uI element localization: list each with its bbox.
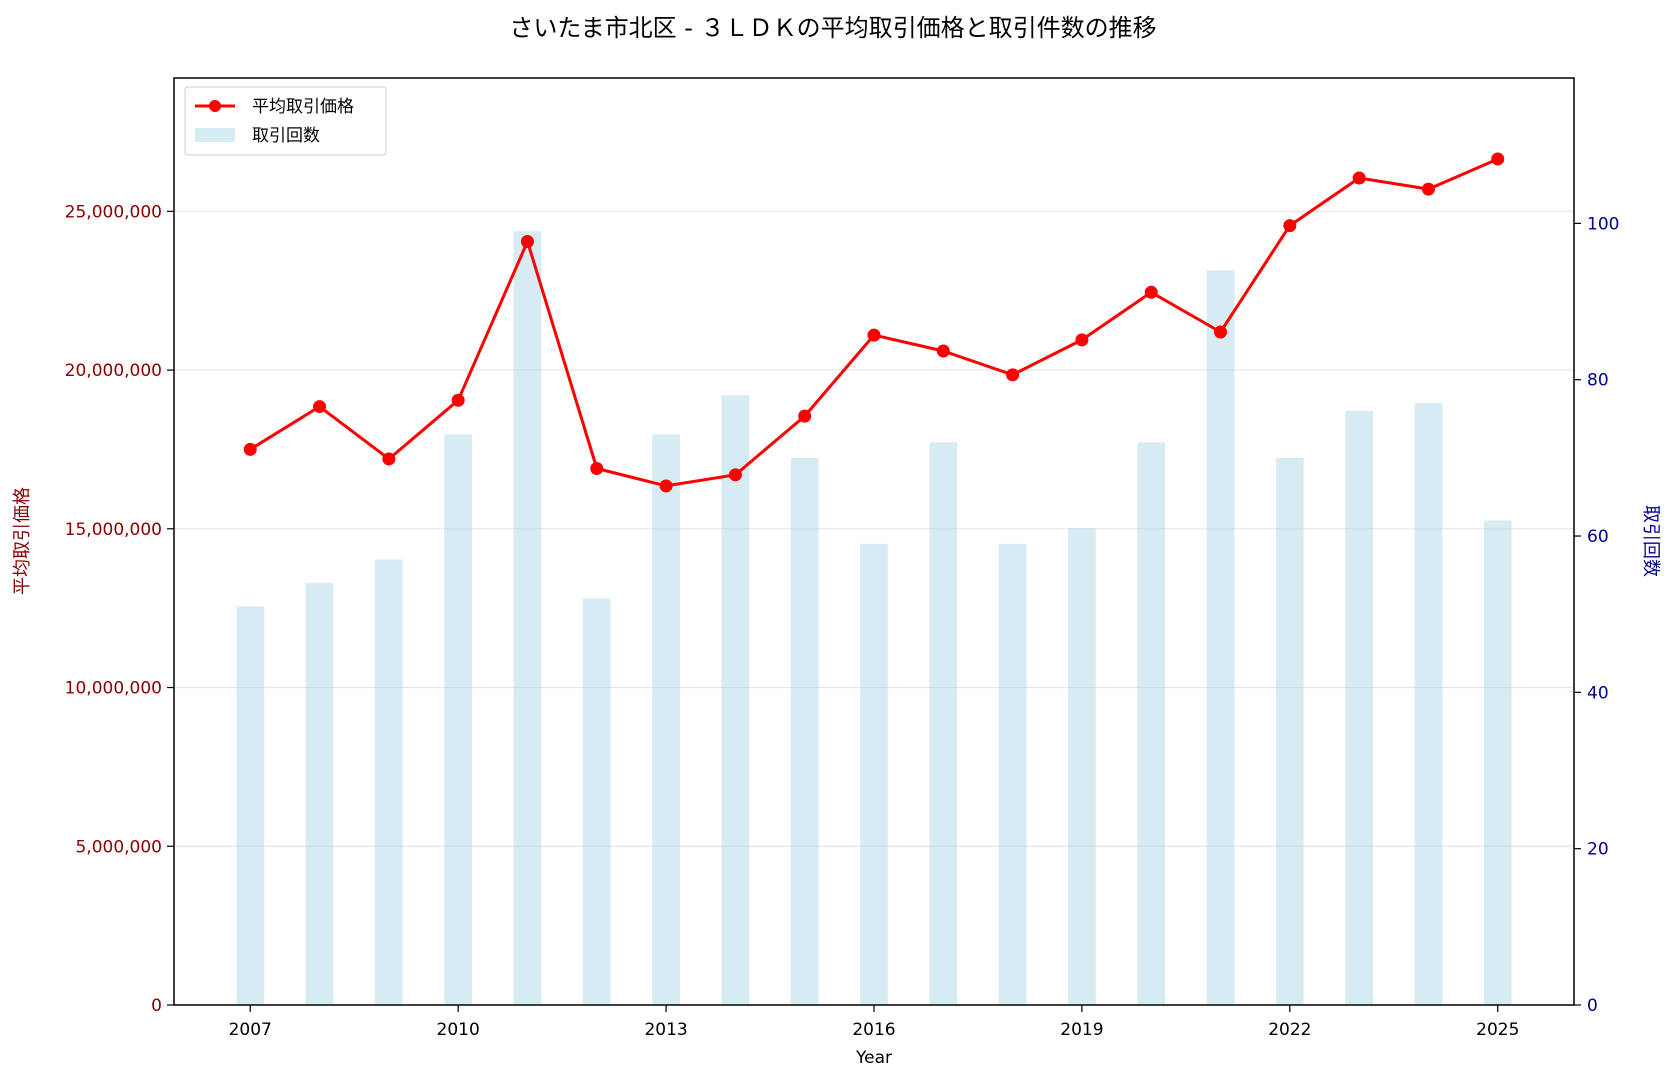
bar bbox=[1483, 520, 1512, 1005]
bar bbox=[236, 606, 265, 1005]
left-tick-label: 10,000,000 bbox=[65, 679, 162, 699]
line-layer bbox=[243, 152, 1505, 493]
x-tick-label: 2019 bbox=[1060, 1020, 1103, 1040]
grid-layer bbox=[174, 210, 1574, 847]
right-tick-label: 20 bbox=[1587, 840, 1609, 860]
price-point bbox=[1283, 219, 1297, 233]
bar bbox=[998, 543, 1027, 1005]
bar bbox=[721, 395, 750, 1005]
left-axis: 0 5,000,000 10,000,000 15,000,000 20,000,000… bbox=[65, 202, 174, 1016]
bar-layer bbox=[236, 231, 1512, 1006]
right-axis: 0 20 40 60 80 100 bbox=[1574, 214, 1619, 1016]
bar bbox=[374, 559, 403, 1005]
x-tick-label: 2022 bbox=[1268, 1020, 1311, 1040]
price-point bbox=[1144, 285, 1158, 299]
bar bbox=[444, 434, 473, 1005]
price-point bbox=[728, 468, 742, 482]
price-point bbox=[659, 479, 673, 493]
bar bbox=[1068, 528, 1096, 1005]
price-point bbox=[382, 452, 396, 466]
right-tick-label: 0 bbox=[1587, 996, 1598, 1016]
left-axis-label: 平均取引価格 bbox=[12, 487, 33, 595]
price-point bbox=[1214, 325, 1228, 339]
legend-marker-swatch bbox=[209, 100, 221, 112]
x-axis-label: Year bbox=[855, 1048, 892, 1068]
legend-bar-swatch bbox=[195, 128, 235, 142]
x-tick-label: 2013 bbox=[644, 1020, 687, 1040]
bar bbox=[1414, 403, 1443, 1005]
bar bbox=[1137, 442, 1166, 1006]
price-point bbox=[1075, 333, 1089, 347]
left-tick-label: 15,000,000 bbox=[65, 520, 162, 540]
left-tick-label: 25,000,000 bbox=[65, 202, 162, 222]
price-point bbox=[313, 400, 327, 414]
right-tick-label: 80 bbox=[1587, 371, 1609, 391]
price-point bbox=[243, 442, 257, 456]
price-point bbox=[1352, 171, 1366, 185]
right-tick-label: 60 bbox=[1587, 527, 1609, 547]
bar bbox=[513, 231, 542, 1006]
left-tick-label: 20,000,000 bbox=[65, 361, 162, 381]
right-axis-label: 取引回数 bbox=[1640, 505, 1661, 577]
bar bbox=[1206, 270, 1235, 1005]
left-tick-label: 0 bbox=[151, 996, 162, 1016]
price-line bbox=[249, 157, 1499, 488]
price-point bbox=[1421, 182, 1435, 196]
x-tick-label: 2010 bbox=[437, 1020, 480, 1040]
bar bbox=[1345, 410, 1374, 1006]
bar bbox=[860, 543, 888, 1005]
legend-label-count: 取引回数 bbox=[252, 126, 320, 146]
legend-box bbox=[184, 86, 387, 156]
price-point bbox=[590, 461, 604, 475]
left-tick-label: 5,000,000 bbox=[75, 837, 162, 857]
price-point bbox=[798, 409, 812, 423]
price-point bbox=[520, 234, 534, 248]
x-axis: 2007 2010 2013 2016 2019 2022 2025 bbox=[229, 1005, 1519, 1040]
bar bbox=[1275, 457, 1304, 1005]
x-tick-label: 2016 bbox=[852, 1020, 895, 1040]
bar bbox=[305, 582, 334, 1005]
x-tick-label: 2007 bbox=[229, 1020, 272, 1040]
price-point bbox=[451, 393, 465, 407]
legend-label-price: 平均取引価格 bbox=[252, 97, 354, 117]
bar bbox=[790, 457, 819, 1005]
chart-title: さいたま市北区 - ３ＬＤＫの平均取引価格と取引件数の推移 bbox=[509, 14, 1156, 42]
right-tick-label: 40 bbox=[1587, 683, 1609, 703]
bar bbox=[652, 434, 680, 1005]
bar bbox=[929, 442, 958, 1006]
price-point bbox=[1491, 152, 1505, 166]
price-point bbox=[936, 344, 950, 358]
bar bbox=[582, 598, 611, 1005]
x-tick-label: 2025 bbox=[1476, 1020, 1519, 1040]
price-point bbox=[1006, 368, 1020, 382]
legend: 平均取引価格 取引回数 bbox=[184, 86, 387, 156]
right-tick-label: 100 bbox=[1587, 214, 1619, 234]
price-point bbox=[867, 328, 881, 342]
